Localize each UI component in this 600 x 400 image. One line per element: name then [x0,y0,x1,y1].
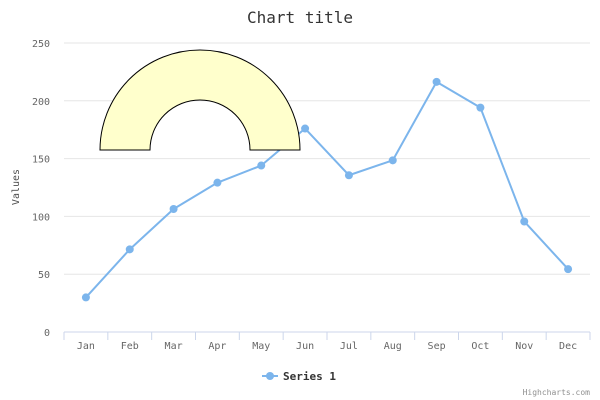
x-tick-label-jun: Jun [296,341,314,352]
x-tick-label-feb: Feb [121,341,139,352]
y-tick-label-150: 150 [32,155,50,166]
data-point-jan[interactable] [81,293,90,302]
half-annulus-shape [99,49,301,151]
x-tick-label-aug: Aug [384,341,402,352]
x-tick-label-jan: Jan [77,341,95,352]
legend-marker [266,372,274,380]
data-point-apr[interactable] [213,178,222,187]
credits-link[interactable]: Highcharts.com [523,388,591,397]
data-point-may[interactable] [257,161,266,170]
half-annulus-annotation [99,49,301,151]
x-tick-label-nov: Nov [515,341,533,352]
data-point-sep[interactable] [432,77,441,86]
x-tick-label-jul: Jul [340,341,358,352]
data-point-jun[interactable] [301,124,310,133]
series-line[interactable] [85,80,569,299]
y-tick-label-200: 200 [32,97,50,108]
y-tick-label-50: 50 [38,270,50,281]
x-tick-label-mar: Mar [165,341,183,352]
x-tick-label-apr: Apr [208,341,226,352]
data-point-aug[interactable] [388,156,397,165]
y-axis-title: Values [11,169,22,205]
legend-item-series-1[interactable]: Series 1 [283,370,336,383]
data-point-oct[interactable] [476,103,485,112]
x-axis [63,331,591,340]
x-axis-ticks: Jan Feb Mar Apr May Jun Jul Aug Sep Oct Nov Dec [77,341,577,352]
data-point-dec[interactable] [564,265,573,274]
y-axis-ticks: 0 50 100 150 200 250 [32,39,50,339]
data-point-feb[interactable] [125,245,134,254]
chart-title: Chart title [247,8,353,27]
x-tick-label-oct: Oct [471,341,489,352]
x-tick-label-dec: Dec [559,341,577,352]
y-tick-label-250: 250 [32,39,50,50]
data-point-mar[interactable] [169,205,178,214]
x-tick-label-may: May [252,341,270,352]
legend[interactable]: Series 1 [262,370,336,383]
y-tick-label-100: 100 [32,212,50,223]
y-tick-label-0: 0 [44,328,50,339]
x-tick-label-sep: Sep [428,341,446,352]
data-point-jul[interactable] [344,171,353,180]
series-1[interactable] [81,77,573,302]
data-point-nov[interactable] [520,217,529,226]
